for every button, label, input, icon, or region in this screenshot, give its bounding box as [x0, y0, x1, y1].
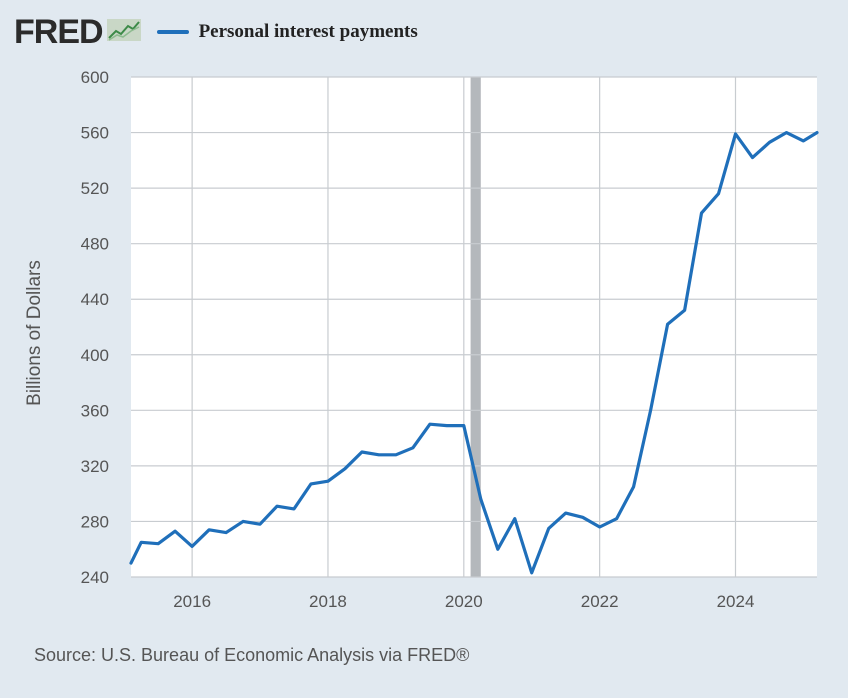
y-tick-label: 360	[81, 401, 109, 420]
legend-label: Personal interest payments	[198, 21, 418, 42]
recession-band	[470, 77, 481, 577]
y-tick-label: 320	[81, 457, 109, 476]
source-note: Source: U.S. Bureau of Economic Analysis…	[34, 645, 470, 665]
y-tick-label: 600	[81, 68, 109, 87]
x-tick-label: 2020	[445, 592, 483, 611]
y-tick-label: 520	[81, 179, 109, 198]
x-tick-label: 2024	[717, 592, 755, 611]
series-line	[129, 131, 819, 575]
y-tick-label: 480	[81, 235, 109, 254]
x-tick-label: 2016	[173, 592, 211, 611]
chart-header: FRED Personal interest payments	[14, 10, 418, 54]
x-tick-label: 2022	[581, 592, 619, 611]
y-tick-label: 440	[81, 290, 109, 309]
chart-legend: Personal interest payments	[156, 21, 418, 43]
y-tick-label: 280	[81, 512, 109, 531]
fred-logo: FRED	[14, 13, 104, 51]
y-tick-label: 240	[81, 568, 109, 587]
x-tick-label: 2018	[309, 592, 347, 611]
y-tick-label: 560	[81, 124, 109, 143]
y-axis-label: Billions of Dollars	[24, 260, 45, 406]
y-tick-label: 400	[81, 346, 109, 365]
legend-swatch	[156, 30, 189, 34]
line-chart-icon	[106, 18, 141, 46]
